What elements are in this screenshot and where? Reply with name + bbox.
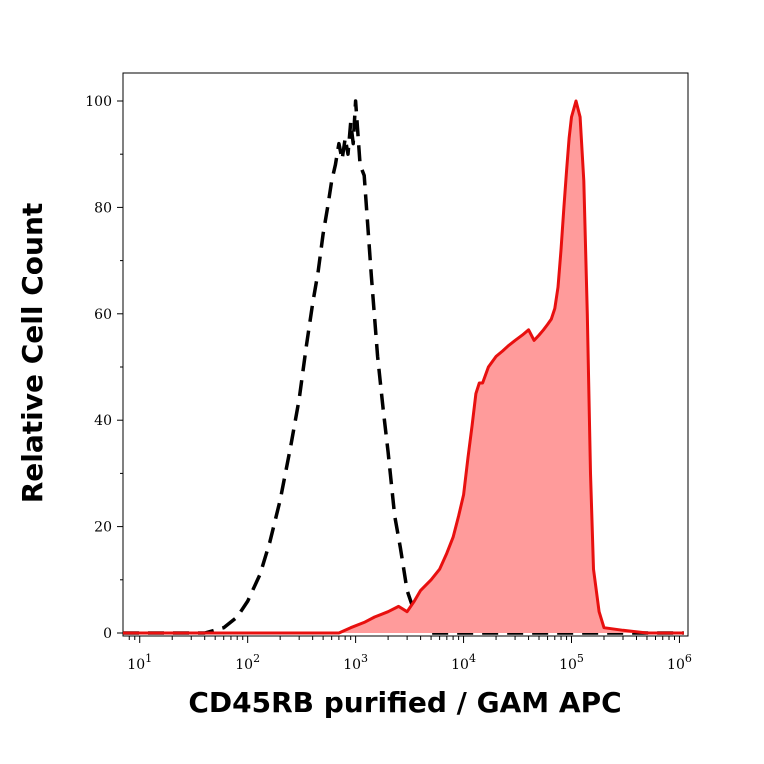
- y-tick-label: 20: [94, 520, 112, 536]
- series-1-area: [123, 101, 684, 633]
- series-1-line: [123, 99, 684, 635]
- x-axis-title: CD45RB purified / GAM APC: [188, 686, 621, 719]
- y-tick-label: 60: [94, 307, 112, 323]
- x-tick-label: 103: [343, 652, 368, 673]
- series-layer: [123, 99, 684, 635]
- series-0-line: [123, 99, 684, 635]
- x-tick-label: 101: [127, 652, 152, 673]
- y-axis: 0 20 40 60 80 100: [85, 94, 123, 642]
- x-tick-label: 104: [451, 652, 476, 673]
- x-tick-label: 106: [667, 652, 692, 673]
- y-tick-label: 100: [85, 94, 112, 110]
- y-tick-label: 80: [94, 200, 112, 216]
- y-axis-title: Relative Cell Count: [16, 203, 49, 504]
- y-tick-label: 0: [103, 626, 112, 642]
- plot-frame: [122, 72, 689, 637]
- y-tick-label: 40: [94, 413, 112, 429]
- x-tick-label: 105: [559, 652, 584, 673]
- x-axis: 101 102 103 104 105 106: [127, 636, 692, 673]
- x-tick-label: 102: [235, 652, 260, 673]
